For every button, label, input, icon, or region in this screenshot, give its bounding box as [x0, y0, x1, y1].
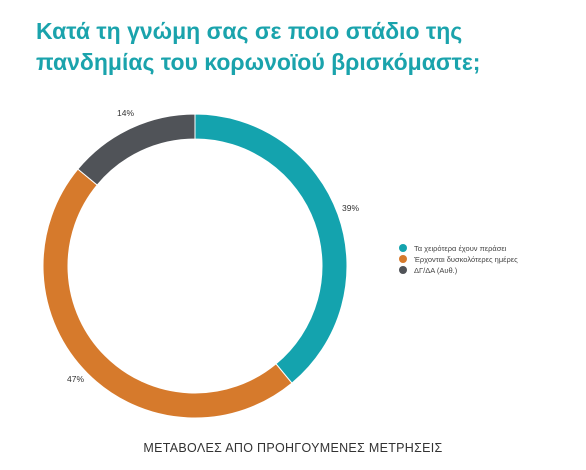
- legend: Τα χειρότερα έχουν περάσει Έρχονται δυσκο…: [399, 244, 518, 275]
- legend-marker-3: [399, 266, 407, 274]
- legend-label-1: Τα χειρότερα έχουν περάσει: [414, 244, 507, 253]
- donut-slice-1: [194, 113, 348, 384]
- data-label-3: 14%: [117, 108, 134, 118]
- section-footer-heading: ΜΕΤΑΒΟΛΕΣ ΑΠΟ ΠΡΟΗΓΟΥΜΕΝΕΣ ΜΕΤΡΗΣΕΙΣ: [143, 441, 443, 455]
- slices-layer: [42, 113, 348, 419]
- legend-marker-1: [399, 244, 407, 252]
- legend-marker-2: [399, 255, 407, 263]
- legend-label-3: ΔΓ/ΔΑ (Αυθ.): [414, 266, 458, 275]
- data-label-1: 39%: [342, 203, 359, 213]
- donut-slice-3: [77, 113, 196, 186]
- data-label-2: 47%: [67, 374, 84, 384]
- chart-title: Κατά τη γνώμη σας σε ποιο στάδιο της παν…: [36, 18, 481, 75]
- legend-label-2: Έρχονται δυσκολότερες ημέρες: [413, 255, 518, 264]
- data-labels-layer: 39% 47% 14%: [67, 108, 359, 384]
